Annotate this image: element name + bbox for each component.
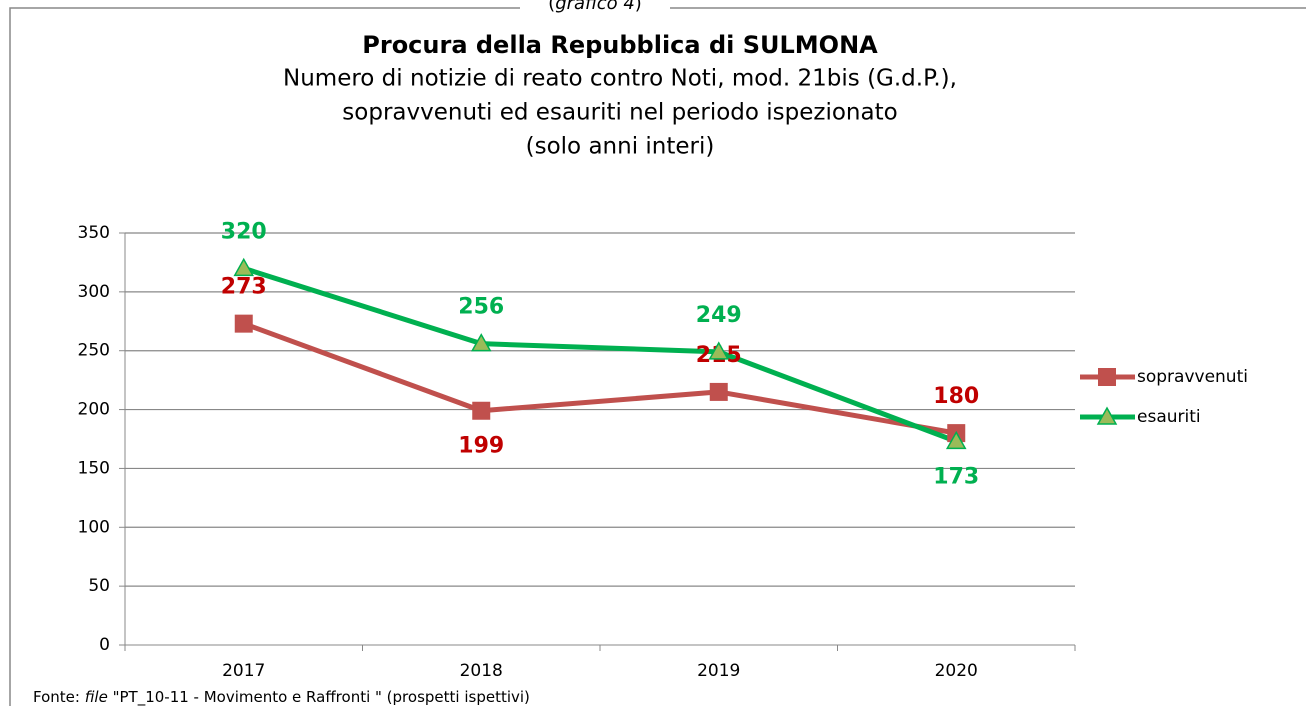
y-tick-label: 350 <box>78 223 110 243</box>
legend-label: sopravvenuti <box>1137 367 1248 387</box>
y-tick-label: 0 <box>99 635 110 655</box>
chart-title: Procura della Repubblica di SULMONA <box>362 31 878 59</box>
marker <box>233 257 255 277</box>
marker <box>708 341 730 360</box>
legend-label: esauriti <box>1137 407 1201 427</box>
data-label: 320 <box>221 219 267 244</box>
footer: Fonte: file "PT_10-11 - Movimento e Raff… <box>33 688 530 706</box>
legend-marker <box>1098 368 1116 386</box>
y-tick-label: 250 <box>78 341 110 361</box>
y-tick-label: 200 <box>78 400 110 420</box>
y-tick-label: 100 <box>78 517 110 537</box>
x-tick-label: 2020 <box>935 661 978 681</box>
marker <box>234 314 253 333</box>
footer-rest: "PT_10-11 - Movimento e Raffronti " (pro… <box>108 688 530 706</box>
caption-close: ) <box>635 0 642 14</box>
data-label: 199 <box>458 434 504 459</box>
legend-marker <box>1096 406 1118 425</box>
subtitle: (solo anni interi) <box>526 134 715 160</box>
data-label: 273 <box>221 275 267 300</box>
marker <box>709 382 728 401</box>
x-tick-label: 2017 <box>222 661 265 681</box>
marker <box>945 430 967 450</box>
caption-italic: grafico 4 <box>555 0 635 14</box>
series-line <box>242 265 958 444</box>
x-tick-label: 2018 <box>460 661 503 681</box>
y-tick-label: 300 <box>78 282 110 302</box>
data-label: 173 <box>933 464 979 489</box>
caption-bg <box>520 0 670 14</box>
series-line <box>242 321 957 436</box>
footer-prefix: Fonte: <box>33 688 85 706</box>
marker <box>470 333 492 352</box>
data-label: 256 <box>458 295 504 320</box>
caption-open: ( <box>548 0 555 14</box>
subtitle: Numero di notizie di reato contro Noti, … <box>283 66 957 92</box>
subtitle: sopravvenuti ed esauriti nel periodo isp… <box>342 100 897 126</box>
x-tick-label: 2019 <box>697 661 740 681</box>
data-label: 180 <box>933 384 979 409</box>
caption: (grafico 4) <box>548 0 642 14</box>
y-tick-label: 50 <box>88 576 110 596</box>
data-label: 249 <box>696 303 742 328</box>
y-tick-label: 150 <box>78 458 110 478</box>
marker <box>472 401 491 420</box>
footer-italic: file <box>85 688 108 706</box>
